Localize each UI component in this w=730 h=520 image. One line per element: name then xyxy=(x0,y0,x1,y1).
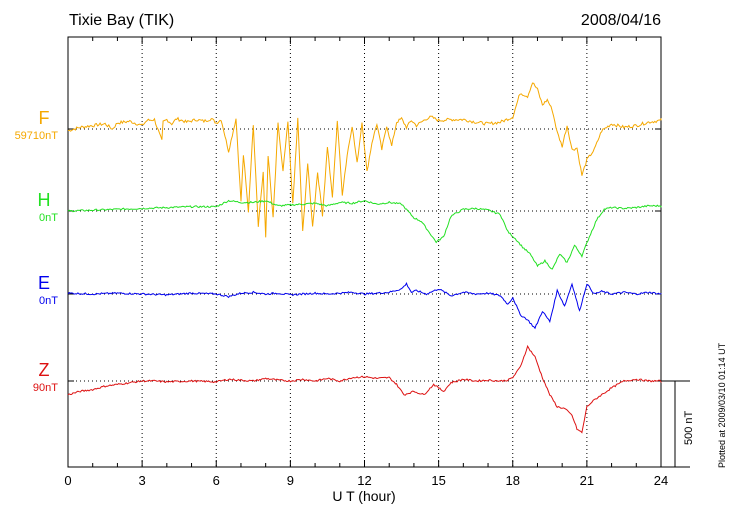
x-axis-label: U T (hour) xyxy=(332,488,395,504)
series-baseline-e: 0nT xyxy=(39,295,58,307)
series-name-h: H xyxy=(38,190,51,210)
x-tick-label: 15 xyxy=(431,473,445,488)
series-line-f xyxy=(67,82,662,238)
series-baseline-z: 90nT xyxy=(33,382,58,394)
plotted-note: Plotted at 2009/03/10 01:14 UT xyxy=(717,342,727,468)
component-labels: F 59710nT H 0nT E 0nT Z 90nT xyxy=(15,108,59,394)
x-tick-label: 9 xyxy=(287,473,294,488)
chart-title: Tixie Bay (TIK) xyxy=(69,12,174,29)
x-tick-label: 24 xyxy=(654,473,668,488)
x-tick-label: 0 xyxy=(64,473,71,488)
series-name-e: E xyxy=(38,273,50,293)
x-tick-label: 3 xyxy=(139,473,146,488)
series-group xyxy=(67,82,662,434)
x-tick-label: 18 xyxy=(506,473,520,488)
x-axis: 0 3 6 9 12 15 18 21 24 xyxy=(64,37,668,488)
series-name-f: F xyxy=(39,108,50,128)
scale-bar-label: 500 nT xyxy=(683,410,695,445)
series-baseline-h: 0nT xyxy=(39,212,58,224)
series-line-h xyxy=(67,199,662,270)
series-name-z: Z xyxy=(39,360,50,380)
x-tick-label: 12 xyxy=(357,473,371,488)
scale-bar: 500 nT xyxy=(661,380,695,468)
x-tick-label: 21 xyxy=(580,473,594,488)
x-tick-label: 6 xyxy=(213,473,220,488)
series-baseline-f: 59710nT xyxy=(15,130,59,142)
chart-date: 2008/04/16 xyxy=(581,12,661,29)
series-line-e xyxy=(67,281,662,330)
series-line-z xyxy=(67,344,662,434)
